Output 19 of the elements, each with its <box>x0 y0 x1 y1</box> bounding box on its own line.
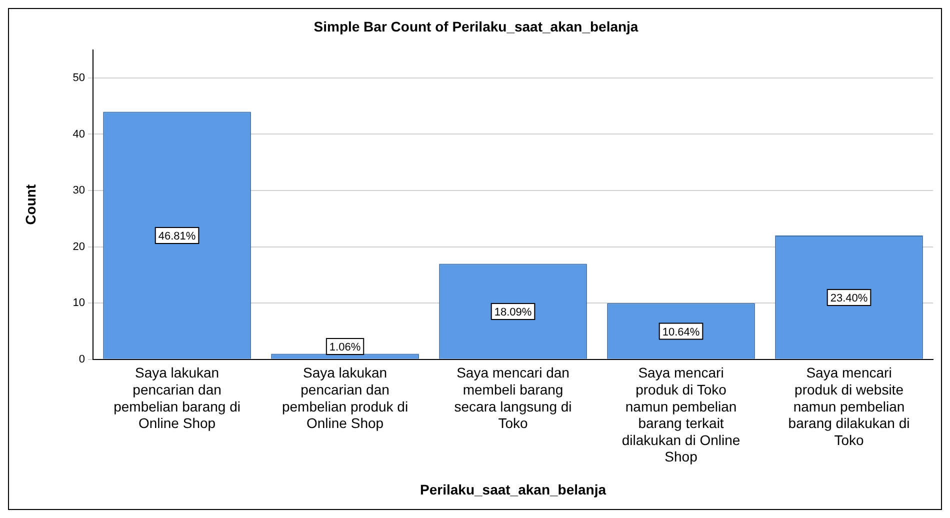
y-tick-label: 0 <box>78 353 86 366</box>
y-tick-label: 30 <box>72 184 86 197</box>
x-tick-label: Saya mencari produk di website namun pembelian barang dilakukan di Toko <box>788 364 910 448</box>
x-tick-label: Saya lakukan pencarian dan pembelian barang di Online Shop <box>114 364 240 432</box>
x-axis-title: Perilaku_saat_akan_belanja <box>420 481 606 498</box>
y-tick-label: 10 <box>72 297 86 310</box>
annotation: 23.40% <box>830 292 868 305</box>
annotation: 46.81% <box>158 230 196 243</box>
annotation: 18.09% <box>494 306 532 319</box>
y-tick-label: 40 <box>72 128 86 140</box>
x-tick-label: Saya mencari produk di Toko namun pembelian barang terkait dilakukan di Online Shop <box>622 364 740 465</box>
y-tick-label: 50 <box>72 72 86 84</box>
x-tick-label: Saya lakukan pencarian dan pembelian produk di Online Shop <box>282 364 408 432</box>
annotation: 10.64% <box>662 326 700 338</box>
chart-title: Simple Bar Count of Perilaku_saat_akan_belanja <box>314 18 638 34</box>
annotation: 1.06% <box>329 341 361 354</box>
x-tick-label: Saya mencari dan membeli barang secara langsung di Toko <box>454 364 572 432</box>
y-tick-label: 20 <box>72 240 86 253</box>
y-axis-title: Count <box>22 184 38 225</box>
